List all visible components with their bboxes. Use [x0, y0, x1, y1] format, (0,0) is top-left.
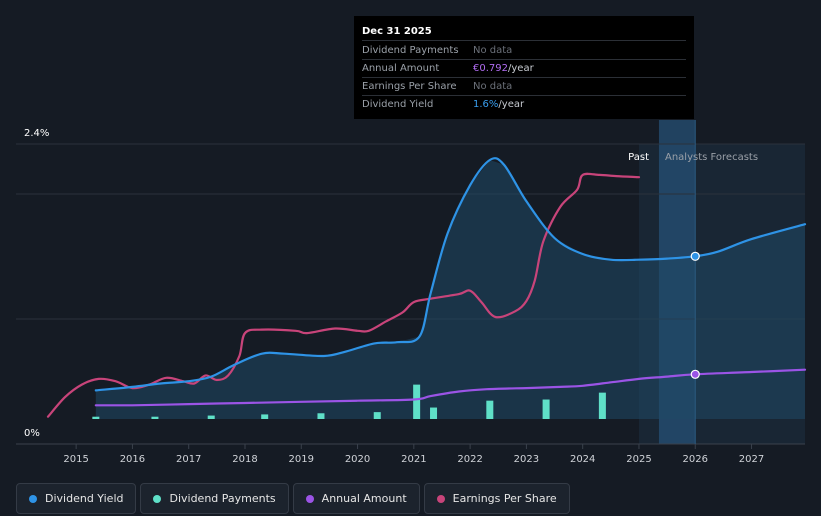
dividend-yield-marker — [690, 251, 700, 261]
chart-canvas: 2.4% 0% Past Analysts Forecasts 2015 2016… — [16, 120, 807, 465]
tooltip-value: No data — [473, 45, 513, 56]
x-tick-label: 2021 — [401, 454, 426, 465]
x-tick-label: 2020 — [345, 454, 370, 465]
legend-item-dividend-yield[interactable]: Dividend Yield — [16, 483, 137, 514]
legend-label: Dividend Payments — [169, 492, 276, 505]
series-lines — [46, 157, 807, 418]
tooltip-key: Annual Amount — [362, 63, 440, 74]
legend-dot-icon — [305, 494, 314, 503]
highlight-markers — [690, 251, 700, 379]
dividend-payment-bar — [486, 400, 494, 419]
y-axis-min-label: 0% — [24, 428, 40, 439]
annual-amount-marker — [690, 369, 700, 379]
legend-label: Dividend Yield — [45, 492, 124, 505]
tooltip: Dec 31 2025 Dividend Payments No data An… — [354, 16, 694, 119]
tooltip-row-dividend-payments: Dividend Payments No data — [362, 42, 686, 60]
x-tick-label: 2025 — [626, 454, 651, 465]
tooltip-value: €0.792/year — [473, 63, 534, 74]
legend-item-earnings-per-share[interactable]: Earnings Per Share — [423, 483, 570, 514]
y-axis-max-label: 2.4% — [24, 128, 49, 139]
x-tick-label: 2018 — [232, 454, 257, 465]
x-tick-label: 2015 — [63, 454, 88, 465]
dividend-payment-bars — [92, 384, 606, 419]
legend-dot-icon — [29, 494, 37, 503]
dividend-payment-bar — [598, 392, 606, 419]
tooltip-date: Dec 31 2025 — [362, 23, 686, 41]
dividend-payment-bar — [430, 407, 438, 419]
tooltip-value: 1.6%/year — [473, 99, 525, 110]
x-tick-label: 2026 — [683, 454, 708, 465]
dividend-payment-bar — [92, 416, 100, 419]
dividend-payment-bar — [413, 384, 421, 419]
dividend-payment-bar — [542, 399, 550, 419]
dividend-payment-bar — [317, 413, 325, 419]
tooltip-key: Earnings Per Share — [362, 81, 457, 92]
legend-dot-icon — [436, 494, 445, 503]
tooltip-row-earnings-per-share: Earnings Per Share No data — [362, 78, 686, 96]
x-tick-label: 2019 — [289, 454, 314, 465]
legend-item-annual-amount[interactable]: Annual Amount — [292, 483, 420, 514]
tooltip-row-annual-amount: Annual Amount €0.792/year — [362, 60, 686, 78]
dividend-payment-bar — [261, 414, 269, 419]
x-tick-label: 2017 — [176, 454, 201, 465]
legend-label: Earnings Per Share — [452, 492, 557, 505]
earnings-per-share-line — [46, 172, 641, 418]
x-tick-label: 2024 — [570, 454, 595, 465]
x-tick-label: 2023 — [514, 454, 539, 465]
dividend-payment-bar — [151, 416, 159, 419]
dividend-payment-bar — [207, 415, 215, 419]
x-tick-label: 2027 — [739, 454, 764, 465]
dividend-yield-line — [94, 157, 807, 392]
tooltip-value: No data — [473, 81, 513, 92]
dividend-yield-area — [95, 160, 806, 419]
tooltip-key: Dividend Yield — [362, 99, 434, 110]
x-tick-label: 2016 — [120, 454, 145, 465]
legend-dot-icon — [153, 494, 162, 503]
legend-item-dividend-payments[interactable]: Dividend Payments — [140, 483, 289, 514]
dividend-payment-bar — [373, 412, 381, 419]
legend-label: Annual Amount — [321, 492, 407, 505]
x-tick-label: 2022 — [457, 454, 482, 465]
past-label: Past — [628, 152, 649, 163]
forecast-label: Analysts Forecasts — [665, 152, 758, 163]
legend: Dividend Yield Dividend Payments Annual … — [16, 483, 570, 515]
annual-amount-line — [94, 368, 807, 407]
tooltip-row-dividend-yield: Dividend Yield 1.6%/year — [362, 96, 686, 113]
tooltip-key: Dividend Payments — [362, 45, 459, 56]
x-axis: 2015 2016 2017 2018 2019 2020 2021 2022 2023 2024… — [63, 444, 764, 465]
